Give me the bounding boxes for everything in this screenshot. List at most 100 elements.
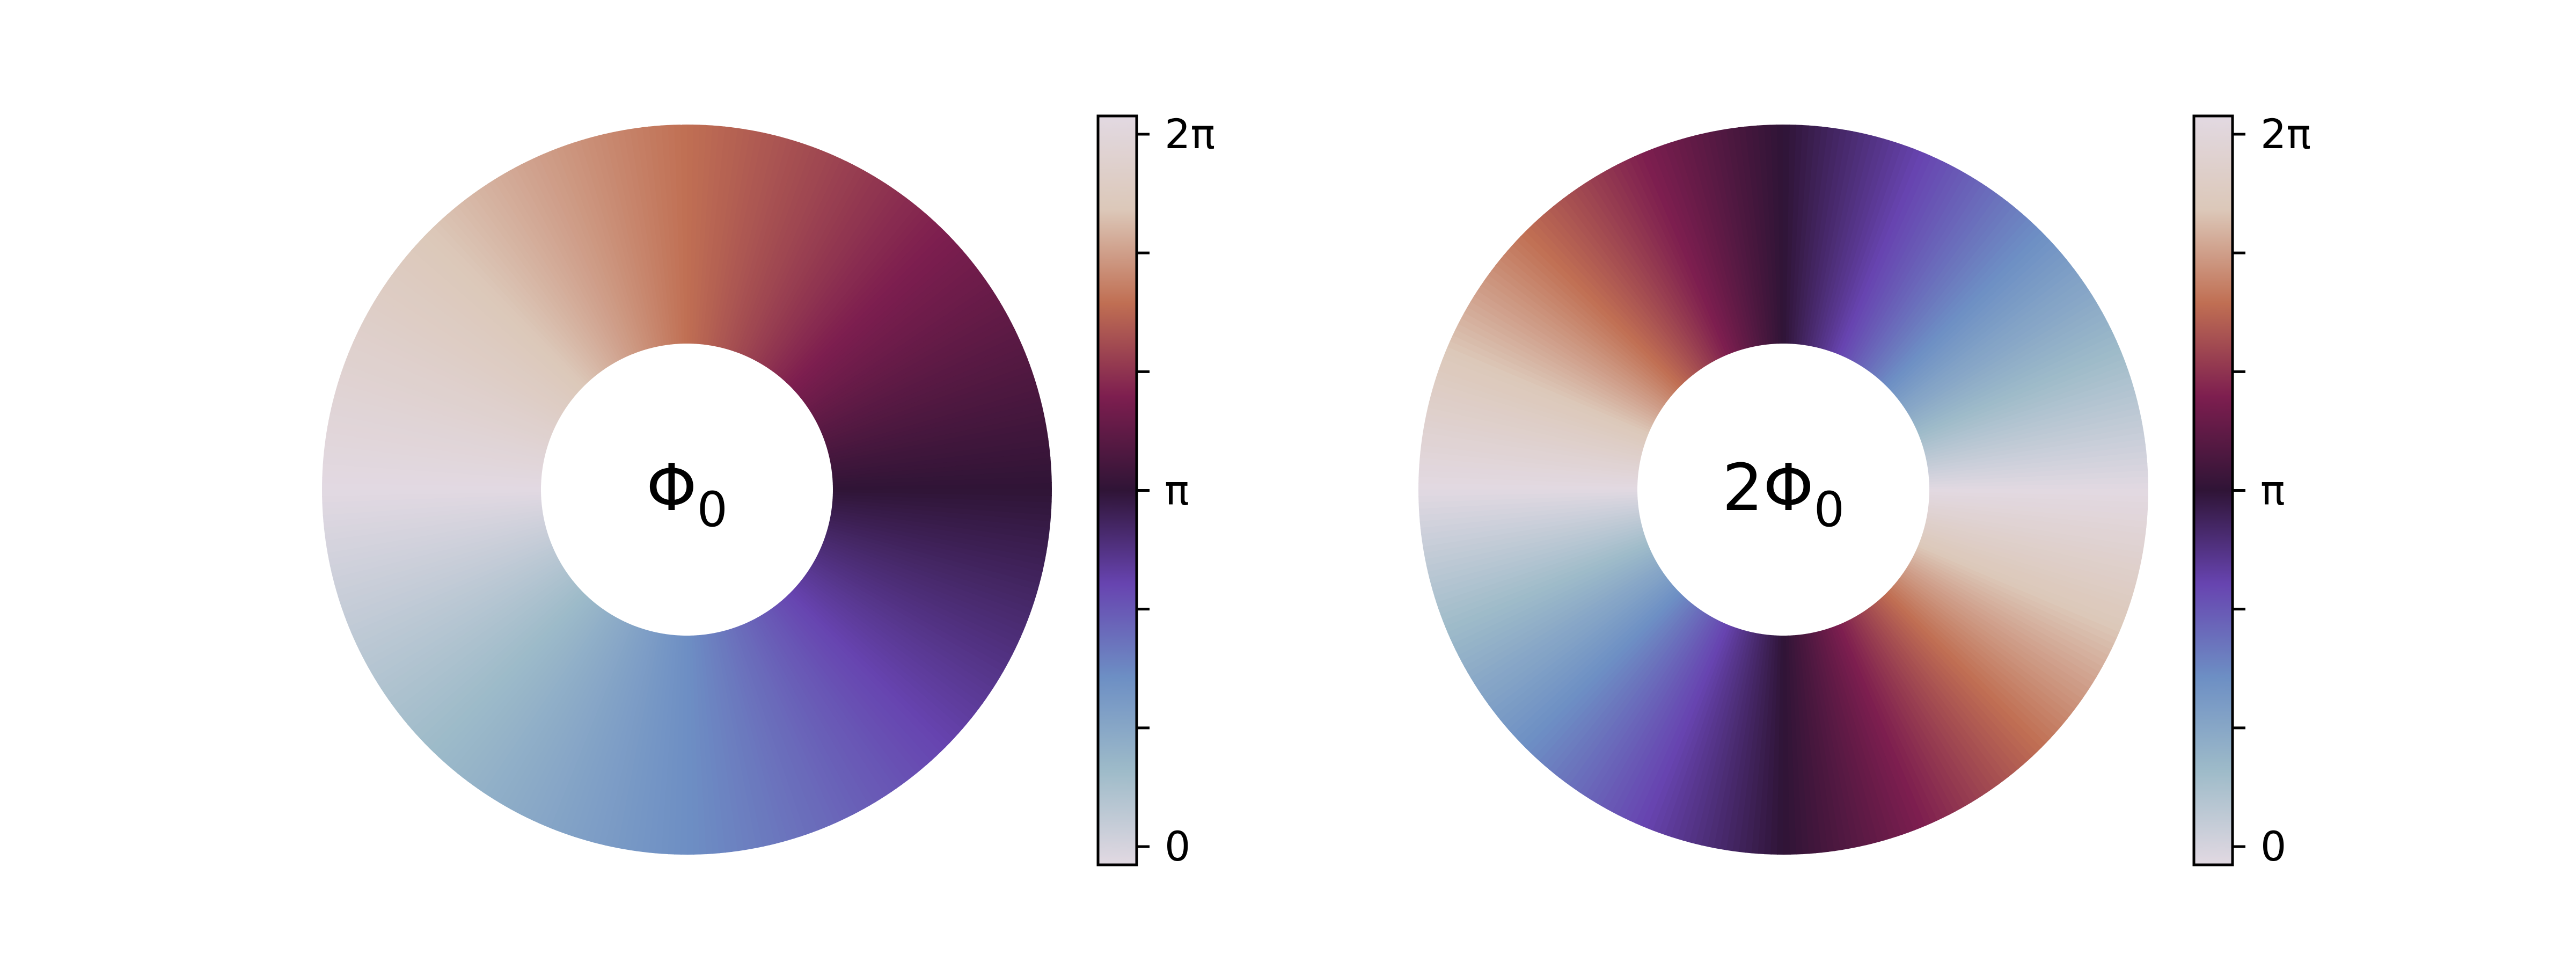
phase-wedge: [1731, 127, 1766, 345]
phase-wedge: [1830, 144, 1908, 353]
phase-wedge: [1851, 166, 1960, 362]
phase-wedge: [820, 340, 1023, 433]
phase-wedge: [1904, 569, 2090, 694]
phase-wedge: [737, 625, 819, 833]
phase-wedge: [825, 534, 1035, 609]
phase-wedge: [1888, 588, 2051, 744]
phase-wedge: [1813, 631, 1867, 847]
phase-wedge: [1563, 194, 1698, 374]
phase-wedge: [764, 179, 886, 367]
phase-wedge: [772, 606, 908, 785]
phase-wedge: [813, 306, 1006, 419]
phase-wedge: [1929, 489, 2148, 496]
phase-wedge: [1805, 129, 1847, 346]
phase-wedge: [1726, 633, 1763, 851]
phase-wedge: [1838, 624, 1927, 828]
phase-wedge: [774, 197, 912, 375]
phase-wedge: [642, 634, 672, 853]
phase-wedge: [442, 598, 592, 766]
phase-wedge: [828, 524, 1042, 584]
phase-wedge: [332, 395, 546, 455]
phase-wedge: [1928, 501, 2147, 528]
phase-wedge: [461, 198, 599, 375]
phase-wedge: [1751, 635, 1774, 854]
phase-wedge: [790, 591, 950, 748]
phase-wedge: [471, 190, 603, 372]
phase-wedge: [1688, 135, 1748, 349]
phase-wedge: [1886, 230, 2046, 389]
phase-wedge: [828, 522, 1043, 578]
phase-wedge: [353, 549, 555, 645]
phase-wedge: [717, 631, 770, 847]
phase-wedge: [1901, 573, 2083, 704]
phase-wedge: [1418, 464, 1638, 483]
phase-wedge: [795, 244, 963, 394]
phase-wedge: [488, 612, 610, 800]
phase-wedge: [1584, 180, 1706, 368]
phase-wedge: [831, 431, 1049, 470]
phase-wedge: [1467, 301, 1658, 417]
phase-wedge: [831, 507, 1050, 541]
phase-wedge: [1879, 598, 2029, 766]
phase-wedge: [1421, 439, 1639, 472]
phase-wedge: [1725, 128, 1763, 346]
phase-wedge: [709, 633, 751, 850]
phase-wedge: [1929, 497, 2148, 515]
phase-wedge: [324, 439, 543, 472]
phase-wedge: [1869, 193, 2003, 373]
phase-wedge: [1928, 504, 2147, 534]
phase-wedge: [1436, 535, 1646, 610]
phase-wedge: [1470, 296, 1660, 415]
phase-wedge: [1520, 591, 1681, 749]
phase-wedge: [1840, 623, 1933, 826]
phase-wedge: [592, 630, 652, 844]
phase-wedge: [1455, 324, 1653, 426]
phase-wedge: [415, 241, 581, 392]
phase-wedge: [324, 445, 543, 475]
phase-wedge: [1926, 517, 2142, 566]
phase-wedge: [1921, 534, 2131, 609]
phase-wedge: [755, 617, 865, 812]
phase-wedge: [1825, 140, 1897, 351]
phase-wedge: [1845, 621, 1944, 821]
phase-wedge: [1606, 617, 1715, 813]
center-label: Φ0: [646, 451, 728, 538]
phase-wedge: [831, 509, 1049, 547]
phase-wedge: [1890, 587, 2055, 739]
phase-wedge: [719, 134, 775, 348]
phase-wedge: [452, 601, 596, 774]
phase-wedge: [745, 156, 841, 358]
phase-wedge: [1481, 571, 1664, 700]
phase-wedge: [1657, 144, 1736, 353]
center-label: 2Φ0: [1722, 451, 1845, 538]
phase-wedge: [1495, 260, 1670, 400]
phase-wedge: [351, 547, 554, 639]
phase-wedge: [597, 134, 654, 348]
phase-wedge: [387, 573, 569, 705]
phase-wedge: [1867, 607, 1999, 789]
phase-wedge: [1428, 401, 1642, 457]
phase-wedge: [722, 630, 782, 844]
phase-wedge: [714, 632, 764, 848]
phase-wedge: [1923, 529, 2135, 596]
panel-2phi0: 2Φ0 0 π 2π: [1418, 110, 2311, 870]
phase-wedge: [331, 401, 546, 457]
phase-wedge: [831, 504, 1050, 534]
phase-wedge: [823, 539, 1030, 621]
phase-wedge: [777, 602, 918, 777]
phase-wedge: [755, 166, 864, 362]
phase-wedge: [1707, 632, 1756, 848]
phase-wedge: [1924, 522, 2139, 578]
phase-wedge: [1745, 635, 1772, 854]
phase-wedge: [829, 519, 1044, 572]
phase-wedge: [704, 127, 738, 345]
phase-wedge: [457, 603, 598, 778]
phase-wedge: [814, 311, 1009, 421]
phase-wedge: [323, 451, 542, 478]
phase-wedge: [1909, 560, 2103, 672]
phase-wedge: [537, 154, 630, 356]
phase-wedge: [1421, 507, 1639, 542]
phase-wedge: [1923, 527, 2136, 591]
phase-wedge: [722, 135, 781, 349]
